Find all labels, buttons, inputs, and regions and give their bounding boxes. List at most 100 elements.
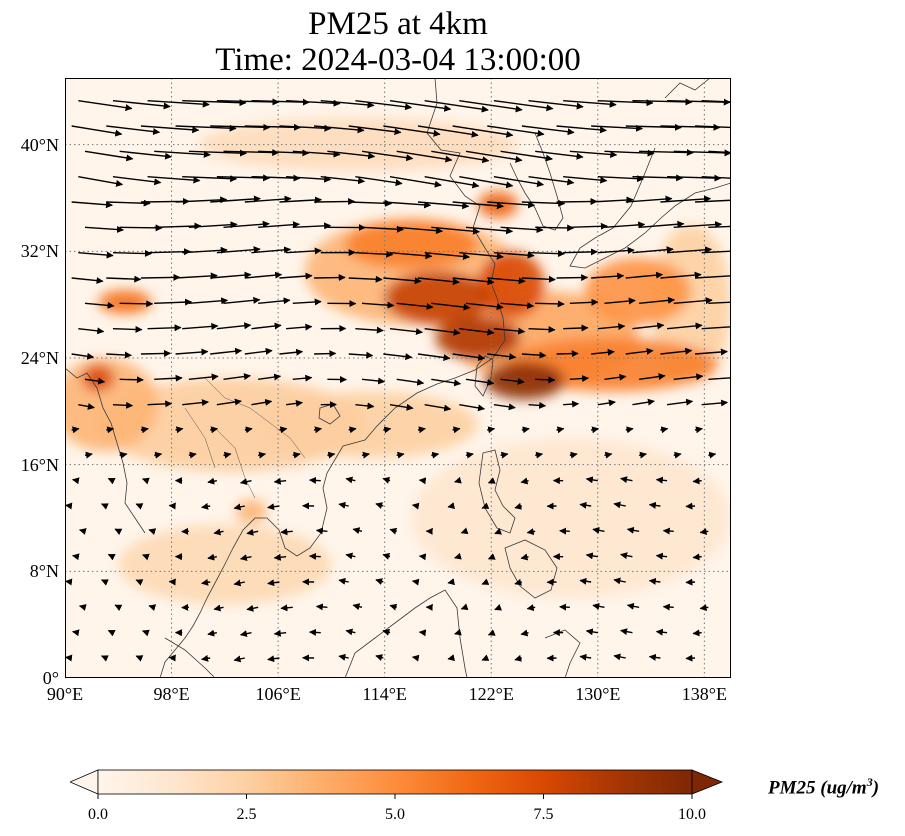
wind-arrow-130 <box>613 501 626 509</box>
lon-label-90: 90°E <box>46 684 84 704</box>
wind-arrow-10 <box>411 654 420 662</box>
wind-arrow-107 <box>494 528 503 535</box>
wind-arrow-2 <box>135 655 144 662</box>
wind-arrow-181 <box>417 426 426 434</box>
lat-label-32: 32°N <box>20 241 59 262</box>
wind-arrow-110 <box>592 526 605 534</box>
wind-arrow-198 <box>355 402 375 410</box>
wind-arrow-350 <box>348 199 393 207</box>
wind-arrow-387 <box>327 150 376 160</box>
wind-arrow-144 <box>454 476 462 484</box>
wind-arrow-390 <box>431 150 490 164</box>
wind-arrow-395 <box>604 149 655 157</box>
wind-arrow-277 <box>465 302 504 311</box>
wind-arrow-399 <box>71 125 123 137</box>
wind-arrow-340 <box>673 221 723 229</box>
wind-arrow-89 <box>520 553 529 561</box>
wind-arrow-62 <box>233 579 245 587</box>
wind-arrow-159 <box>327 451 336 459</box>
wind-arrow-59 <box>135 579 144 586</box>
wind-arrow-100 <box>246 528 259 536</box>
wind-arrow-129 <box>579 501 592 509</box>
wind-arrow-31 <box>487 629 496 636</box>
wind-arrow-302 <box>660 271 702 279</box>
wind-arrow-93 <box>655 552 668 560</box>
wind-arrow-261 <box>563 324 589 332</box>
wind-arrow-195 <box>251 398 273 406</box>
wind-arrow-251 <box>216 322 252 330</box>
wind-arrow-244 <box>625 347 654 355</box>
wind-arrow-0 <box>65 654 73 662</box>
wind-arrow-233 <box>244 347 273 355</box>
wind-arrow-26 <box>308 628 321 636</box>
wind-arrow-85 <box>382 553 391 560</box>
wind-arrow-369 <box>355 175 403 187</box>
wind-arrow-339 <box>639 220 685 229</box>
wind-arrow-239 <box>452 353 486 361</box>
wind-arrow-185 <box>556 426 565 434</box>
wind-arrow-319 <box>597 246 635 254</box>
wind-arrow-34 <box>585 628 598 636</box>
wind-arrow-9 <box>375 654 384 661</box>
wind-arrow-180 <box>383 426 392 434</box>
wind-arrow-370 <box>389 175 442 188</box>
wind-arrow-68 <box>447 578 455 586</box>
wind-arrow-211 <box>154 374 183 382</box>
wind-arrow-202 <box>493 403 516 411</box>
wind-arrow-194 <box>216 398 242 406</box>
wind-arrow-61 <box>201 578 211 586</box>
wind-arrow-27 <box>345 628 356 636</box>
chart-title-line2: Time: 2024-03-04 13:00:00 <box>215 42 581 78</box>
coastline-japan <box>569 147 731 269</box>
wind-arrow-155 <box>188 451 197 459</box>
wind-arrow-347 <box>244 195 292 203</box>
border-indochina <box>184 377 306 499</box>
wind-arrow-292 <box>314 274 346 282</box>
wind-arrow-215 <box>292 374 313 382</box>
wind-arrow-45 <box>315 603 328 611</box>
wind-arrow-274 <box>361 301 395 309</box>
wind-arrow-125 <box>447 502 455 510</box>
wind-arrow-326 <box>188 221 238 229</box>
wind-arrow-310 <box>286 247 322 255</box>
wind-arrow-148 <box>585 476 598 484</box>
wind-arrow-285 <box>71 277 104 285</box>
wind-arrow-184 <box>521 426 530 434</box>
wind-arrow-78 <box>142 553 150 561</box>
wind-arrow-262 <box>597 323 626 331</box>
wind-arrow-99 <box>213 528 224 536</box>
wind-arrow-67 <box>411 578 420 586</box>
wind-arrow-278 <box>500 302 535 310</box>
wind-arrow-74 <box>648 577 661 585</box>
wind-arrow-161 <box>396 451 405 459</box>
wind-arrow-308 <box>216 246 261 254</box>
wind-arrow-200 <box>424 403 452 412</box>
lon-label-106: 106°E <box>255 684 301 704</box>
wind-arrow-343 <box>106 199 151 207</box>
wind-arrow-328 <box>258 221 300 229</box>
wind-arrow-91 <box>585 552 598 560</box>
wind-arrow-394 <box>569 150 618 158</box>
wind-arrow-187 <box>625 426 634 434</box>
wind-arrow-252 <box>251 322 282 330</box>
wind-arrow-156 <box>223 451 232 459</box>
wind-arrow-206 <box>632 398 655 406</box>
wind-arrow-214 <box>258 373 282 381</box>
wind-arrow-379 <box>701 175 731 179</box>
colorbar-extend-min <box>70 769 99 795</box>
wind-arrow-37 <box>692 629 702 637</box>
wind-arrow-295 <box>417 277 460 286</box>
wind-arrow-176 <box>244 426 253 434</box>
wind-arrow-359 <box>660 195 712 203</box>
colorbar-ticks <box>97 794 693 799</box>
wind-arrow-386 <box>292 150 341 158</box>
wind-arrow-73 <box>613 577 626 585</box>
wind-arrow-65 <box>338 577 349 585</box>
wind-arrow-355 <box>521 199 566 207</box>
wind-arrow-164 <box>500 451 509 459</box>
wind-arrow-391 <box>465 150 523 163</box>
wind-arrow-46 <box>352 603 363 611</box>
wind-arrow-152 <box>84 451 93 459</box>
wind-arrow-83 <box>308 552 321 560</box>
wind-arrow-153 <box>119 451 128 459</box>
